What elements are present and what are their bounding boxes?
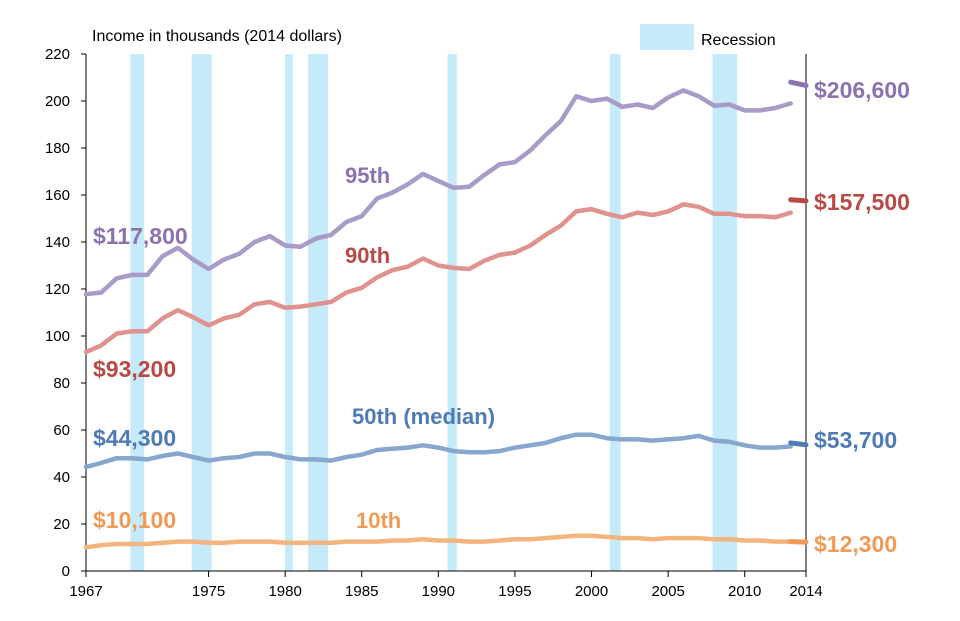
series-line-90th	[83, 202, 793, 355]
legend-swatch-recession	[640, 24, 694, 50]
y-tick-label-20: 20	[53, 516, 70, 533]
start-label-95th: $117,800	[93, 223, 188, 249]
y-tick-label-60: 60	[53, 422, 70, 439]
y-axis-label: Income in thousands (2014 dollars)	[92, 28, 342, 45]
end-label-50th: $53,700	[814, 427, 897, 453]
end-segment-50th	[788, 440, 809, 448]
recession-band-5	[609, 54, 621, 571]
x-tick-label-1985: 1985	[345, 583, 378, 600]
legend-label-recession: Recession	[701, 32, 776, 49]
end-label-10th: $12,300	[814, 531, 897, 557]
recession-bands	[130, 54, 738, 571]
start-label-90th: $93,200	[93, 356, 176, 382]
legend: Recession	[640, 24, 776, 50]
end-label-90th: $157,500	[814, 189, 910, 215]
x-tick-label-2000: 2000	[575, 583, 608, 600]
series-name-50th: 50th (median)	[352, 404, 495, 429]
y-ticks: 0 20 40 60 80 100 120 140 160 180 200 220	[45, 46, 86, 580]
series-name-95th: 95th	[345, 163, 390, 188]
series-line-10th	[83, 533, 793, 550]
end-segment-95th	[788, 79, 809, 88]
axes	[85, 54, 807, 572]
x-tick-label-2005: 2005	[651, 583, 684, 600]
recession-band-2	[285, 54, 293, 571]
x-tick-label-2010: 2010	[728, 583, 761, 600]
y-tick-label-0: 0	[62, 563, 70, 580]
x-tick-label-1975: 1975	[192, 583, 225, 600]
series-line-50th	[83, 432, 793, 470]
start-label-50th: $44,300	[93, 425, 176, 451]
recession-band-6	[712, 54, 738, 571]
y-tick-label-160: 160	[45, 187, 70, 204]
y-tick-label-220: 220	[45, 46, 70, 63]
y-tick-label-120: 120	[45, 281, 70, 298]
recession-band-1	[191, 54, 212, 571]
end-segment-90th	[788, 197, 809, 204]
series-name-90th: 90th	[345, 243, 390, 268]
y-tick-label-200: 200	[45, 93, 70, 110]
series-line-95th	[83, 88, 793, 297]
end-label-95th: $206,600	[814, 77, 910, 103]
y-tick-label-100: 100	[45, 328, 70, 345]
x-tick-label-2014: 2014	[789, 583, 822, 600]
series-lines	[83, 79, 809, 550]
x-tick-label-1980: 1980	[268, 583, 301, 600]
x-tick-label-1995: 1995	[498, 583, 531, 600]
y-tick-label-140: 140	[45, 234, 70, 251]
y-tick-label-180: 180	[45, 140, 70, 157]
series-name-10th: 10th	[356, 508, 401, 533]
x-ticks: 1967 1975 1980 1985 1990 1995 2000 2005 2010 2014	[69, 571, 823, 600]
recession-band-3	[308, 54, 329, 571]
recession-band-4	[447, 54, 457, 571]
recession-band-0	[130, 54, 145, 571]
y-tick-label-40: 40	[53, 469, 70, 486]
start-label-10th: $10,100	[93, 507, 176, 533]
x-tick-label-1990: 1990	[422, 583, 455, 600]
x-tick-label-1967: 1967	[69, 583, 102, 600]
y-tick-label-80: 80	[53, 375, 70, 392]
